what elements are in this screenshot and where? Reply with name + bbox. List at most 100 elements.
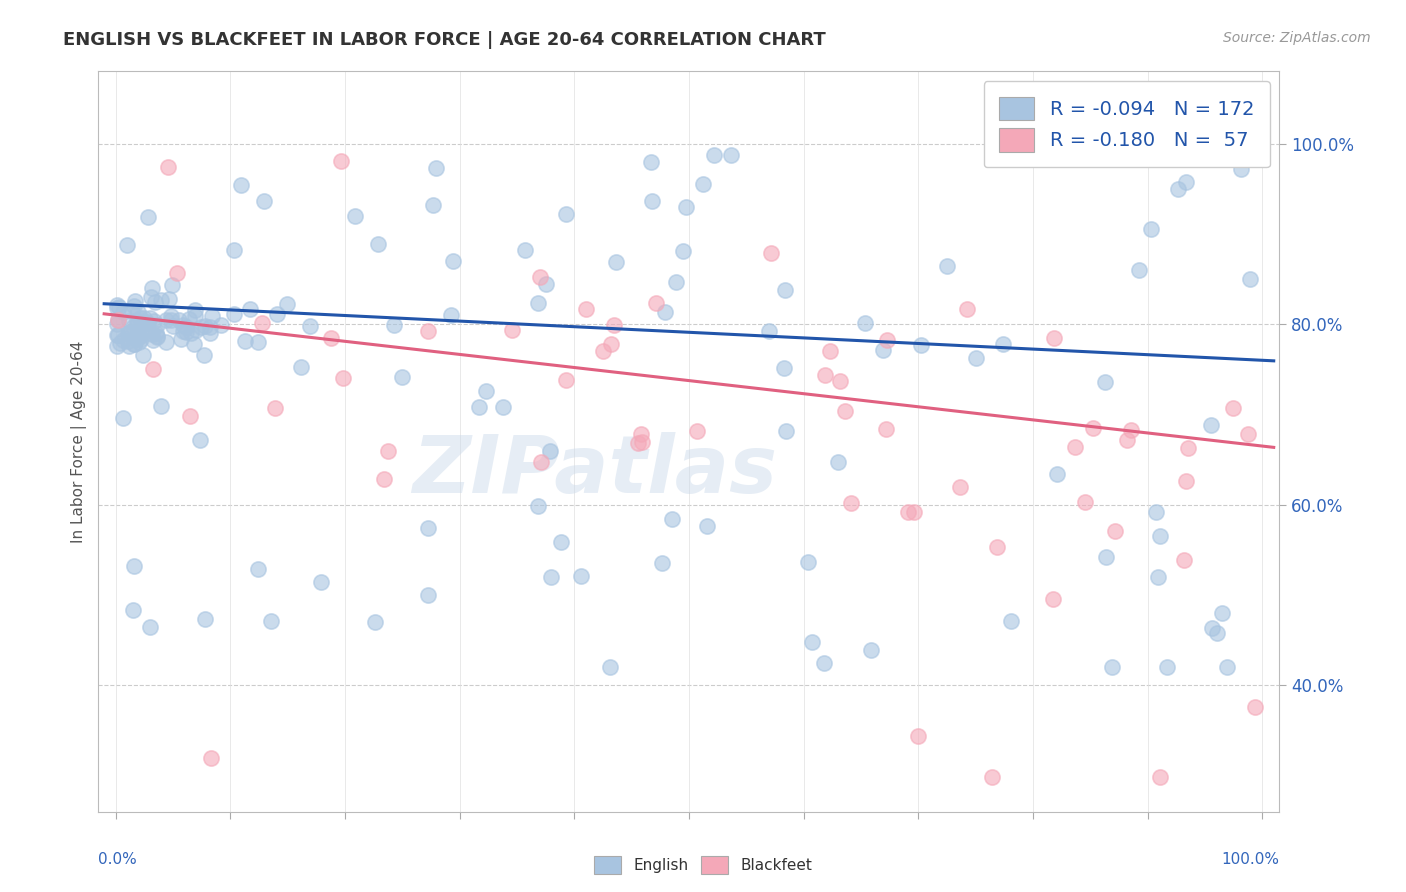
Point [194, 612, 217, 626]
Point [441, 254, 464, 268]
Point [142, 314, 165, 328]
Point [129, 326, 152, 340]
Point [117, 327, 139, 342]
Point [105, 339, 128, 353]
Point [132, 348, 155, 362]
Point [111, 333, 134, 347]
Point [179, 409, 201, 424]
Point [1174, 175, 1197, 189]
Point [936, 259, 959, 273]
Point [170, 332, 193, 346]
Point [224, 244, 246, 258]
Point [107, 300, 129, 314]
Point [117, 334, 139, 348]
Point [530, 454, 553, 468]
Point [665, 275, 688, 289]
Point [120, 326, 142, 340]
Point [186, 323, 208, 337]
Point [897, 505, 920, 519]
Point [127, 318, 149, 332]
Point [644, 296, 666, 310]
Point [209, 318, 232, 333]
Point [160, 312, 183, 326]
Point [377, 443, 399, 458]
Point [827, 455, 849, 469]
Point [142, 334, 165, 348]
Point [122, 558, 145, 573]
Point [124, 294, 146, 309]
Point [136, 316, 159, 330]
Point [575, 301, 598, 316]
Point [1177, 441, 1199, 455]
Point [416, 324, 439, 338]
Point [139, 290, 162, 304]
Point [107, 327, 129, 342]
Point [1156, 660, 1178, 674]
Point [382, 318, 405, 332]
Point [439, 308, 461, 322]
Point [135, 316, 157, 330]
Point [149, 293, 172, 307]
Point [603, 318, 626, 332]
Point [122, 320, 145, 334]
Point [1167, 182, 1189, 196]
Point [111, 410, 134, 425]
Point [330, 154, 353, 169]
Point [188, 434, 211, 448]
Point [1042, 591, 1064, 606]
Point [672, 244, 695, 258]
Point [527, 499, 550, 513]
Point [146, 329, 169, 343]
Point [599, 337, 621, 351]
Point [145, 330, 167, 344]
Point [157, 293, 180, 307]
Point [1144, 505, 1167, 519]
Point [299, 318, 322, 333]
Point [416, 521, 439, 535]
Point [107, 313, 129, 327]
Point [758, 324, 780, 338]
Point [875, 422, 897, 436]
Point [797, 555, 820, 569]
Point [231, 178, 253, 192]
Point [536, 277, 558, 291]
Point [981, 770, 1004, 784]
Point [332, 371, 354, 385]
Point [814, 368, 837, 382]
Point [160, 278, 183, 293]
Point [129, 332, 152, 346]
Point [118, 313, 141, 327]
Point [155, 335, 177, 350]
Point [139, 311, 162, 326]
Point [630, 434, 652, 449]
Point [142, 362, 165, 376]
Point [121, 303, 143, 318]
Point [839, 496, 862, 510]
Point [128, 310, 150, 325]
Point [1201, 621, 1223, 635]
Point [1222, 401, 1244, 415]
Point [134, 320, 156, 334]
Point [321, 331, 343, 345]
Point [501, 324, 523, 338]
Point [1211, 607, 1233, 621]
Point [800, 635, 823, 649]
Point [1174, 475, 1197, 489]
Point [260, 615, 283, 629]
Point [122, 336, 145, 351]
Point [965, 351, 987, 366]
Point [222, 307, 245, 321]
Point [246, 562, 269, 576]
Point [910, 337, 932, 351]
Point [1119, 423, 1142, 437]
Point [830, 374, 852, 388]
Point [1104, 524, 1126, 539]
Point [1000, 614, 1022, 628]
Point [949, 480, 972, 494]
Point [145, 326, 167, 340]
Point [1101, 660, 1123, 674]
Point [149, 399, 172, 413]
Text: 100.0%: 100.0% [1222, 853, 1279, 867]
Point [630, 426, 652, 441]
Point [172, 318, 194, 332]
